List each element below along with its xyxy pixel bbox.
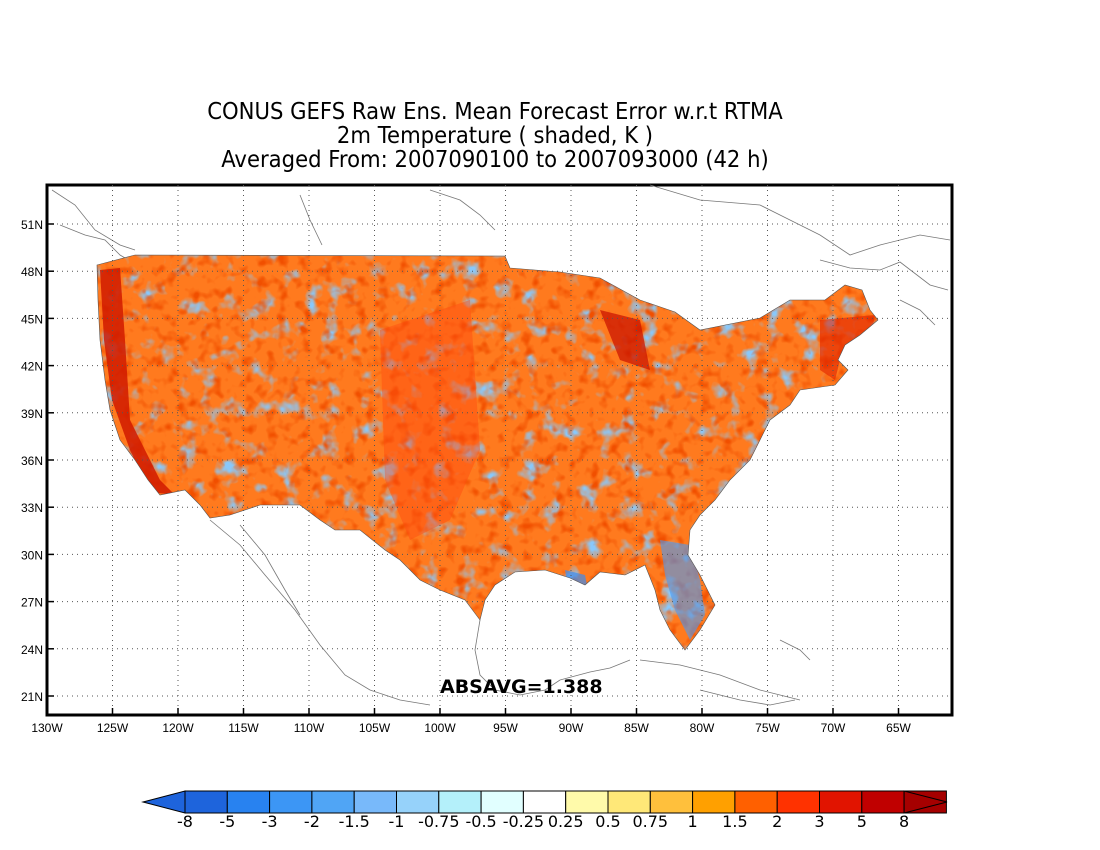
coastlines bbox=[51, 184, 951, 706]
colorbar-max-arrow bbox=[903, 790, 948, 814]
graticule bbox=[47, 185, 952, 715]
lat-label: 30N bbox=[21, 548, 43, 562]
colorbar-min-arrow bbox=[141, 790, 186, 814]
colorbar-label: -2 bbox=[304, 812, 320, 831]
colorbar-label: -0.5 bbox=[465, 812, 496, 831]
lon-label: 115W bbox=[228, 721, 259, 735]
lat-label: 27N bbox=[21, 596, 43, 610]
title-line-3: Averaged From: 2007090100 to 2007093000 … bbox=[221, 147, 769, 173]
lon-label: 105W bbox=[359, 721, 391, 735]
lat-label: 48N bbox=[21, 265, 43, 279]
lat-label: 33N bbox=[21, 501, 43, 515]
longitude-labels: 130W 125W 120W 115W 110W 105W 100W 95W 90W 85W 80W… bbox=[31, 721, 911, 735]
colorbar-label: -0.25 bbox=[503, 812, 544, 831]
colorbar-label: -0.75 bbox=[418, 812, 459, 831]
lon-label: 90W bbox=[559, 721, 584, 735]
lon-label: 110W bbox=[294, 721, 325, 735]
colorbar-label: -5 bbox=[219, 812, 235, 831]
absavg-label: ABSAVG=1.388 bbox=[440, 676, 603, 698]
map-title: CONUS GEFS Raw Ens. Mean Forecast Error … bbox=[0, 100, 990, 172]
colorbar bbox=[141, 790, 948, 814]
colorbar-label: 0.25 bbox=[548, 812, 584, 831]
colorbar-label: -1.5 bbox=[339, 812, 370, 831]
lon-label: 100W bbox=[424, 721, 456, 735]
colorbar-label: -3 bbox=[262, 812, 278, 831]
lat-label: 51N bbox=[21, 218, 43, 232]
lon-label: 95W bbox=[493, 721, 518, 735]
colorbar-swatch bbox=[226, 790, 271, 814]
title-line-1: CONUS GEFS Raw Ens. Mean Forecast Error … bbox=[207, 99, 783, 125]
colorbar-swatch bbox=[776, 790, 821, 814]
colorbar-swatch bbox=[649, 790, 694, 814]
lon-label: 120W bbox=[162, 721, 194, 735]
colorbar-label: 2 bbox=[772, 812, 782, 831]
colorbar-swatch bbox=[396, 790, 440, 814]
lon-label: 65W bbox=[886, 721, 911, 735]
lon-label: 80W bbox=[690, 721, 715, 735]
colorbar-swatch bbox=[692, 790, 736, 814]
colorbar-swatch bbox=[565, 790, 609, 814]
colorbar-label: 8 bbox=[899, 812, 909, 831]
colorbar-swatch bbox=[522, 790, 567, 814]
colorbar-label: 3 bbox=[814, 812, 824, 831]
lon-label: 85W bbox=[624, 721, 649, 735]
colorbar-label: 0.5 bbox=[595, 812, 620, 831]
colorbar-label: -8 bbox=[177, 812, 193, 831]
axis-ticks bbox=[46, 223, 900, 715]
lat-label: 42N bbox=[21, 360, 43, 374]
colorbar-swatch bbox=[353, 790, 398, 814]
lon-label: 70W bbox=[821, 721, 846, 735]
colorbar-label: -1 bbox=[389, 812, 405, 831]
lon-label: 75W bbox=[755, 721, 780, 735]
temperature-error-field bbox=[97, 255, 878, 650]
lat-label: 39N bbox=[21, 407, 43, 421]
colorbar-label: 0.75 bbox=[632, 812, 668, 831]
lat-label: 45N bbox=[21, 312, 43, 326]
colorbar-swatch bbox=[607, 790, 651, 814]
colorbar-swatch bbox=[819, 790, 863, 814]
latitude-labels: 51N 48N 45N 42N 39N 36N 33N 30N 27N 24N 21N bbox=[21, 218, 43, 704]
colorbar-label: 1 bbox=[688, 812, 698, 831]
lon-label: 125W bbox=[97, 721, 129, 735]
colorbar-labels: -8 -5 -3 -2 -1.5 -1 -0.75 -0.5 -0.25 0.25 0.5 0.75 1… bbox=[177, 812, 909, 831]
colorbar-label: 5 bbox=[857, 812, 867, 831]
colorbar-swatch bbox=[480, 790, 524, 814]
colorbar-swatch bbox=[861, 790, 905, 814]
lat-label: 21N bbox=[21, 690, 43, 704]
title-line-2: 2m Temperature ( shaded, K ) bbox=[336, 123, 654, 149]
lat-label: 24N bbox=[21, 643, 43, 657]
colorbar-swatch bbox=[311, 790, 355, 814]
lon-label: 130W bbox=[31, 721, 63, 735]
colorbar-swatch bbox=[438, 790, 482, 814]
colorbar-label: 1.5 bbox=[722, 812, 747, 831]
colorbar-swatch bbox=[184, 790, 228, 814]
colorbar-swatch bbox=[269, 790, 313, 814]
lat-label: 36N bbox=[21, 454, 43, 468]
colorbar-swatch bbox=[734, 790, 778, 814]
